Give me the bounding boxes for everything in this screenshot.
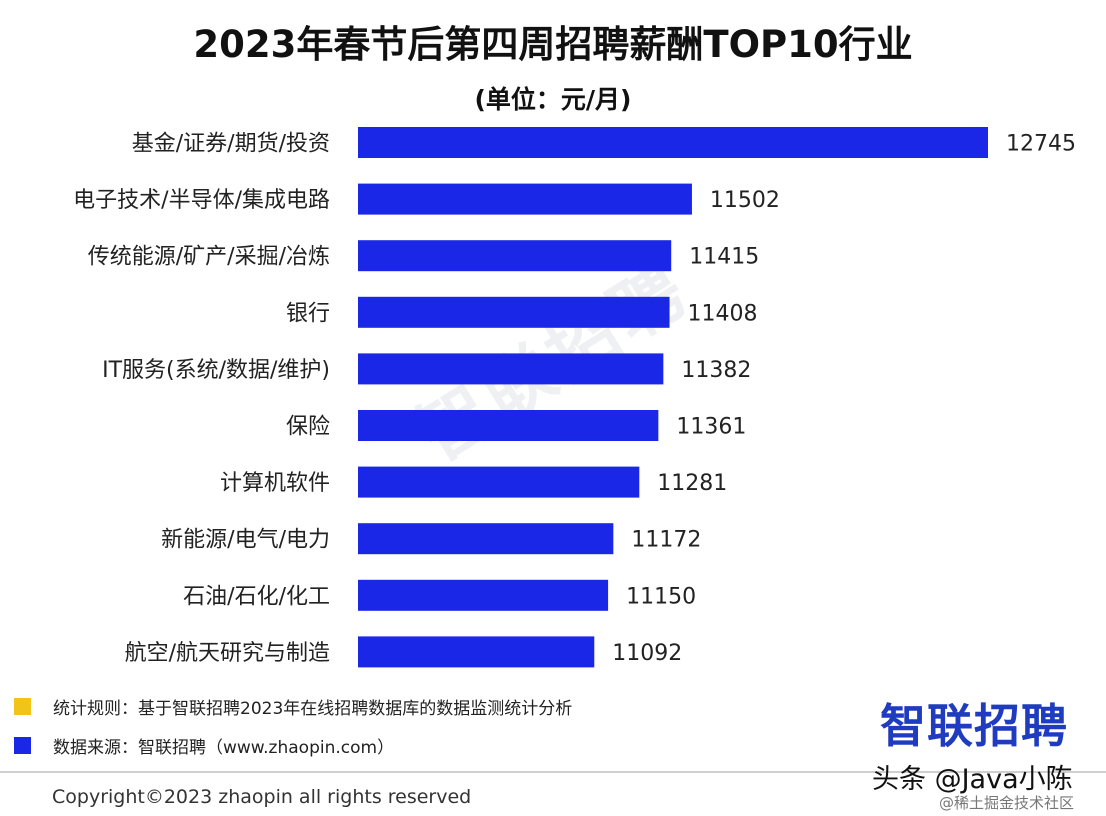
category-label: 银行 xyxy=(286,301,330,326)
bar-5 xyxy=(358,410,659,441)
bar-1 xyxy=(358,183,692,215)
value-label: 11281 xyxy=(657,471,727,496)
toutiao-watermark: 头条 @Java小陈 xyxy=(872,764,1073,795)
category-label: 传统能源/矿产/采掘/冶炼 xyxy=(88,245,330,270)
bar-4 xyxy=(358,353,664,385)
category-label: 新能源/电气/电力 xyxy=(161,528,330,553)
value-label: 11502 xyxy=(710,188,780,213)
bar-9 xyxy=(358,636,595,668)
footnote-rule-text: 统计规则：基于智联招聘2023年在线招聘数据库的数据监测统计分析 xyxy=(53,699,573,719)
bar-chart: 基金/证券/期货/投资 12745 电子技术/半导体/集成电路 11502 传统能源/矿… xyxy=(73,127,1076,668)
yellow-square-icon xyxy=(14,698,31,715)
bar-0 xyxy=(358,127,988,158)
category-label: 石油/石化/化工 xyxy=(183,584,330,609)
value-label: 11172 xyxy=(631,528,701,553)
value-label: 11415 xyxy=(689,245,759,270)
divider xyxy=(0,771,1106,773)
bar-8 xyxy=(358,579,609,611)
blue-square-icon xyxy=(14,737,31,754)
bar-3 xyxy=(358,296,670,328)
footnote-source-text: 数据来源：智联招聘（www.zhaopin.com） xyxy=(53,738,395,758)
bar-2 xyxy=(358,240,672,272)
zhaopin-logo: 智联招聘 xyxy=(880,699,1068,753)
value-label: 11150 xyxy=(626,584,696,609)
value-label: 11092 xyxy=(612,641,682,666)
value-label: 11382 xyxy=(681,358,751,383)
bar-7 xyxy=(358,523,614,555)
category-label: 航空/航天研究与制造 xyxy=(125,641,330,666)
chart-title: 2023年春节后第四周招聘薪酬TOP10行业 xyxy=(193,23,913,66)
category-label: 计算机软件 xyxy=(220,471,330,496)
footnote-source: 数据来源：智联招聘（www.zhaopin.com） xyxy=(14,733,394,758)
value-label: 12745 xyxy=(1006,132,1076,157)
chart-subtitle: (单位：元/月) xyxy=(474,85,632,114)
juejin-watermark: @稀土掘金技术社区 xyxy=(939,794,1075,812)
value-label: 11361 xyxy=(676,415,746,440)
category-label: 基金/证券/期货/投资 xyxy=(132,132,330,157)
footnote-rule: 统计规则：基于智联招聘2023年在线招聘数据库的数据监测统计分析 xyxy=(14,694,572,719)
value-label: 11408 xyxy=(688,301,758,326)
category-label: 电子技术/半导体/集成电路 xyxy=(73,188,330,213)
copyright-text: Copyright©2023 zhaopin all rights reserv… xyxy=(52,786,472,808)
bar-6 xyxy=(358,466,640,498)
category-label: IT服务(系统/数据/维护) xyxy=(102,358,330,383)
category-label: 保险 xyxy=(286,415,330,440)
